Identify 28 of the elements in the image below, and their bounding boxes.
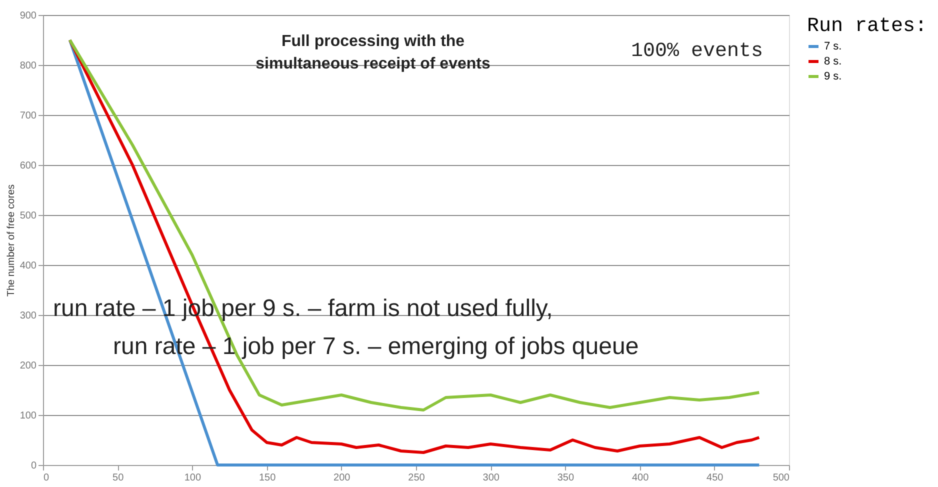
y-tick-label: 100 xyxy=(20,410,37,422)
y-tick-label: 900 xyxy=(20,10,37,22)
x-tick-label: 250 xyxy=(408,472,426,484)
y-axis-title: The number of free cores xyxy=(6,184,17,297)
y-tick-label: 600 xyxy=(20,160,37,172)
y-tick-label: 200 xyxy=(20,360,37,372)
annotation: 100% events xyxy=(630,40,763,63)
x-tick-label: 100 xyxy=(184,472,202,484)
legend-label: 9 s. xyxy=(824,70,842,82)
x-tick-label: 500 xyxy=(772,472,790,484)
annotation: Full processing with the simultaneous receipt of events xyxy=(256,33,490,72)
legend-label: 8 s. xyxy=(824,56,842,68)
y-tick-label: 800 xyxy=(20,60,37,72)
y-tick-label: 300 xyxy=(20,310,37,322)
x-tick-label: 0 xyxy=(44,472,50,484)
x-tick-label: 450 xyxy=(706,472,724,484)
x-tick-label: 150 xyxy=(258,472,276,484)
x-tick-label: 350 xyxy=(557,472,574,484)
x-tick-label: 300 xyxy=(482,472,500,484)
legend-label: 7 s. xyxy=(824,40,842,52)
y-tick-label: 700 xyxy=(20,110,37,122)
y-tick-label: 0 xyxy=(30,460,37,472)
y-tick-label: 500 xyxy=(20,210,37,222)
x-tick-label: 400 xyxy=(632,472,650,484)
y-tick-label: 400 xyxy=(20,260,37,272)
x-tick-label: 50 xyxy=(112,472,124,484)
legend-title: Run rates: xyxy=(807,15,928,38)
x-tick-label: 200 xyxy=(334,472,351,484)
